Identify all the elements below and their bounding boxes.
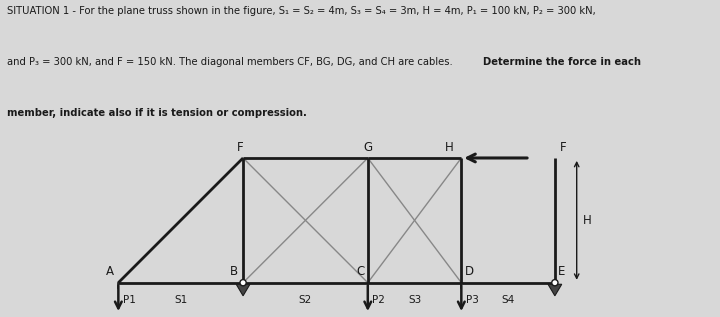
Polygon shape <box>236 284 250 296</box>
Text: SITUATION 1 - For the plane truss shown in the figure, S₁ = S₂ = 4m, S₃ = S₄ = 3: SITUATION 1 - For the plane truss shown … <box>7 6 596 16</box>
Text: F: F <box>559 141 566 154</box>
Text: and P₃ = 300 kN, and F = 150 kN. The diagonal members CF, BG, DG, and CH are cab: and P₃ = 300 kN, and F = 150 kN. The dia… <box>7 57 456 67</box>
Text: S2: S2 <box>299 295 312 305</box>
Circle shape <box>240 280 246 286</box>
Text: P3: P3 <box>466 295 479 305</box>
Text: A: A <box>106 265 114 278</box>
Text: member, indicate also if it is tension or compression.: member, indicate also if it is tension o… <box>7 108 307 118</box>
Polygon shape <box>548 284 562 296</box>
Text: D: D <box>464 265 474 278</box>
Text: S3: S3 <box>408 295 421 305</box>
Text: Determine the force in each: Determine the force in each <box>7 57 642 67</box>
Text: S1: S1 <box>174 295 187 305</box>
Text: P2: P2 <box>372 295 385 305</box>
Text: H: H <box>444 141 453 154</box>
Text: F: F <box>237 141 243 154</box>
Text: H: H <box>583 214 592 227</box>
Text: E: E <box>558 265 565 278</box>
Text: B: B <box>230 265 238 278</box>
Text: G: G <box>363 141 372 154</box>
Text: C: C <box>356 265 364 278</box>
Text: S4: S4 <box>502 295 515 305</box>
Text: P1: P1 <box>123 295 136 305</box>
Circle shape <box>552 280 558 286</box>
